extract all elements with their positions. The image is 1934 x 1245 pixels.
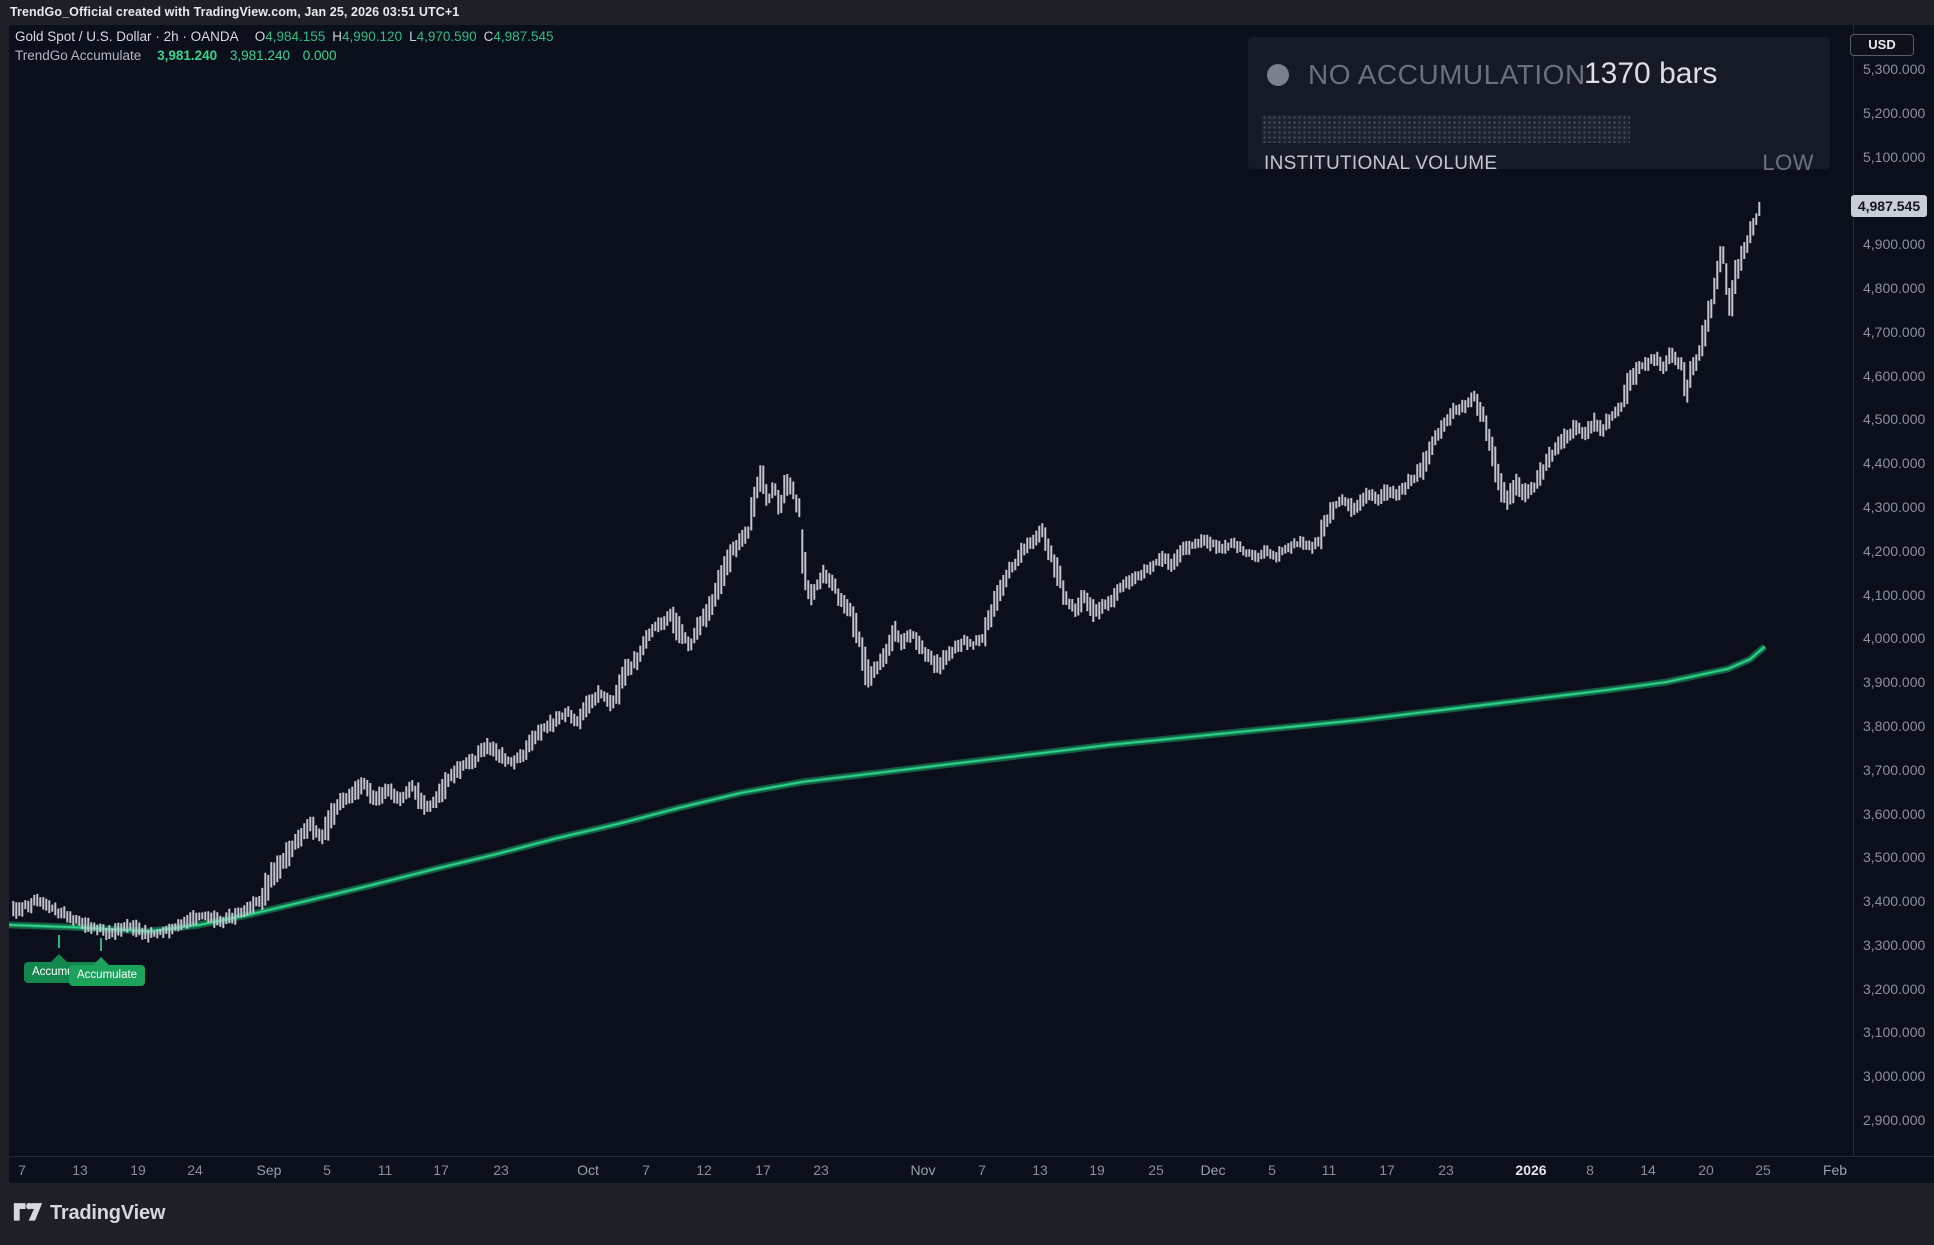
price-tick: 3,900.000 [1863,674,1926,691]
accumulation-status: NO ACCUMULATION [1308,59,1586,90]
time-tick: 8 [1586,1162,1594,1178]
price-tick: 4,700.000 [1863,323,1926,340]
time-tick: 17 [755,1162,771,1178]
time-tick: 19 [1089,1162,1105,1178]
high-label: H [332,29,343,44]
price-tick: 3,800.000 [1863,717,1926,734]
time-tick: Dec [1200,1162,1226,1178]
footer-bar: TradingView [0,1183,1934,1245]
chart-pane[interactable]: Gold Spot / U.S. Dollar · 2h · OANDA O4,… [9,25,1934,1183]
marker-pointer-icon [51,954,67,962]
price-tick: 3,500.000 [1863,849,1926,866]
accumulate-tick-icon [100,938,102,951]
symbol-title[interactable]: Gold Spot / U.S. Dollar [15,29,152,44]
price-tick: 4,200.000 [1863,542,1926,559]
time-axis[interactable]: 7 13 19 24 Sep 5 11 17 23 Oct 7 12 17 23 Nov 7 13 19 25 Dec… [9,1156,1934,1183]
ohlc-values: O4,984.155 H4,990.120 L4,970.590 C4,987.545 [248,29,554,44]
price-chart[interactable] [9,25,1853,1156]
price-tick: 3,100.000 [1863,1024,1926,1041]
time-tick: 13 [72,1162,88,1178]
close-value: 4,987.545 [493,29,554,44]
marker-pointer-icon [93,957,109,965]
indicator-title[interactable]: TrendGo Accumulate [15,48,142,63]
price-tick: 3,200.000 [1863,980,1926,997]
open-value: 4,984.155 [265,29,326,44]
status-circle-icon [1267,64,1289,86]
volume-dot-meter [1262,115,1630,143]
time-tick: 19 [130,1162,146,1178]
institutional-volume-value: LOW [1762,150,1814,175]
bars-count: 1370 bars [1584,57,1718,90]
open-label: O [254,29,266,44]
price-tick: 4,900.000 [1863,236,1926,253]
time-tick: 7 [642,1162,650,1178]
price-tick: 5,100.000 [1863,148,1926,165]
price-tick: 3,400.000 [1863,893,1926,909]
price-tick: 4,500.000 [1863,411,1926,428]
indicator-value-1: 3,981.240 [157,48,218,63]
accumulate-tick-icon [58,935,60,948]
time-tick: 23 [813,1162,829,1178]
interval-label[interactable]: 2h [163,29,179,44]
price-tick: 3,000.000 [1863,1068,1926,1085]
time-tick: 2026 [1515,1162,1547,1178]
time-tick: 7 [978,1162,986,1178]
time-tick: 11 [377,1162,393,1178]
accumulation-status-panel: NO ACCUMULATION 1370 bars INSTITUTIONAL … [1248,37,1830,175]
price-tick: 3,300.000 [1863,936,1926,953]
low-label: L [409,29,417,44]
time-tick: Nov [910,1162,936,1178]
time-tick: 20 [1698,1162,1714,1178]
time-tick: 23 [1438,1162,1454,1178]
indicator-value-3: 0.000 [302,48,337,63]
time-tick: 25 [1755,1162,1771,1178]
symbol-row[interactable]: Gold Spot / U.S. Dollar · 2h · OANDA O4,… [15,29,554,44]
time-tick: 12 [696,1162,712,1178]
price-tick: 4,600.000 [1863,367,1926,384]
time-tick: 23 [493,1162,509,1178]
price-tick: 3,700.000 [1863,761,1926,778]
time-tick: 24 [187,1162,203,1178]
time-tick: 5 [323,1162,331,1178]
time-tick: Feb [1822,1162,1848,1178]
time-tick: 13 [1032,1162,1048,1178]
last-price-tag: 4,987.545 [1851,194,1927,217]
institutional-volume-label: INSTITUTIONAL VOLUME [1264,153,1498,174]
price-tick: 4,800.000 [1863,280,1926,296]
time-tick: 14 [1640,1162,1656,1178]
price-tick: 4,000.000 [1863,630,1926,647]
time-tick: 17 [1379,1162,1395,1178]
indicator-row[interactable]: TrendGo Accumulate 3,981.240 3,981.240 0… [15,46,553,65]
time-tick: 17 [433,1162,449,1178]
time-tick: 5 [1268,1162,1276,1178]
price-tick: 2,900.000 [1863,1112,1926,1128]
tradingview-logo-icon[interactable] [13,1200,43,1228]
close-label: C [483,29,494,44]
time-tick: Oct [577,1162,599,1178]
exchange-label[interactable]: OANDA [190,29,238,44]
time-tick: 7 [18,1162,26,1178]
high-value: 4,990.120 [342,29,403,44]
accumulate-marker: Accumulate [69,957,146,986]
price-tick: 4,300.000 [1863,498,1926,515]
price-tick: 4,400.000 [1863,455,1926,472]
time-tick: 11 [1321,1162,1337,1178]
indicator-value-2: 3,981.240 [229,48,290,63]
legend: Gold Spot / U.S. Dollar · 2h · OANDA O4,… [15,27,553,65]
attribution-bar: TrendGo_Official created with TradingVie… [0,0,1934,25]
price-tick: 5,200.000 [1863,104,1926,121]
price-tick: 3,600.000 [1863,805,1926,822]
price-tick: 5,300.000 [1863,61,1926,77]
currency-button[interactable]: USD [1850,34,1914,56]
time-tick: Sep [256,1162,282,1178]
time-tick: 25 [1148,1162,1164,1178]
low-value: 4,970.590 [416,29,477,44]
price-tick: 4,100.000 [1863,586,1926,603]
tradingview-brand[interactable]: TradingView [50,1202,166,1224]
price-axis[interactable]: USD 4,987.545 5,300.000 5,200.000 5,100.00… [1850,25,1934,1156]
